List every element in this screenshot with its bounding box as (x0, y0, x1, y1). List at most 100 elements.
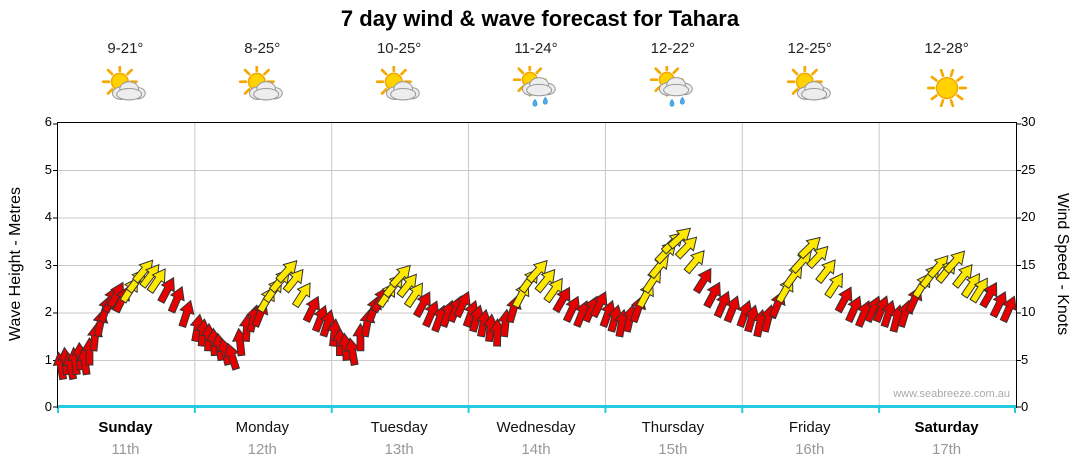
tick-label: 5 (1021, 351, 1029, 367)
wind-arrow-yellow (806, 245, 829, 270)
tick-label: 2 (44, 304, 52, 319)
tick-label: 25 (1021, 161, 1036, 177)
wind-arrow-red (489, 318, 506, 347)
tick-label: 20 (1021, 209, 1036, 224)
tick-label: 0 (44, 399, 52, 414)
wind-arrow-yellow (674, 236, 698, 260)
wind-arrow-yellow (926, 254, 949, 280)
wind-arrow-red (475, 308, 492, 338)
wind-arrow-red (178, 299, 195, 328)
day-name: Monday (235, 419, 289, 436)
tick-label: 5 (44, 161, 52, 177)
wind-arrow-red (723, 295, 741, 324)
wind-arrow-red (979, 281, 998, 309)
weather-icon-sunny (878, 66, 1015, 115)
day-date: 12th (247, 441, 277, 458)
weather-icon-showers (468, 62, 605, 115)
wind-arrow-red (319, 309, 336, 338)
plot-area: www.seabreeze.com.au (52, 122, 1021, 413)
wind-arrow-red (412, 291, 431, 319)
temperature-range: 12-28° (924, 40, 969, 57)
wind-arrow-red (599, 299, 616, 328)
day-name: Friday (788, 419, 831, 436)
tick-label: 0 (1021, 399, 1029, 414)
day-name: Saturday (914, 419, 979, 436)
day-date: 11th (111, 441, 140, 458)
day-name: Thursday (641, 419, 705, 436)
wind-arrow-yellow (396, 273, 417, 299)
tick-label: 30 (1021, 114, 1036, 129)
wind-arrow-yellow (146, 268, 166, 294)
temperature-range: 12-25° (787, 40, 832, 57)
wind-arrow-red (834, 286, 853, 314)
wind-arrow-red (311, 304, 329, 333)
wind-arrow-red (880, 299, 897, 328)
day-names-row: Sunday Monday Tuesday Wednesday Thursday Frid… (57, 419, 1015, 439)
wind-arrow-yellow (667, 227, 692, 250)
weather-icon-partly-cloudy (57, 63, 194, 115)
wind-arrow-yellow (543, 277, 563, 304)
wind-arrow-red (422, 300, 440, 328)
wind-arrow-red (344, 337, 361, 366)
day-name: Tuesday (370, 419, 428, 436)
wind-arrow-yellow (969, 277, 988, 304)
temperature-range: 8-25° (244, 40, 281, 57)
wind-arrow-red (989, 290, 1008, 319)
tick-label: 15 (1021, 256, 1036, 272)
wind-arrow-red (469, 304, 485, 333)
wind-arrow-red (607, 304, 623, 333)
day-dates-row: 11th 12th 13th 14th 15th 16th 17th (57, 441, 1015, 461)
wind-arrow-yellow (534, 268, 556, 294)
tick-label: 1 (44, 351, 52, 367)
wind-arrow-yellow (525, 259, 548, 284)
tick-label: 4 (44, 209, 52, 224)
wind-arrow-red (736, 299, 753, 328)
day-date: 13th (384, 441, 414, 458)
wind-arrow-red (106, 281, 125, 309)
wind-arrow-yellow (789, 250, 812, 275)
wind-arrow-yellow (960, 272, 981, 299)
wind-arrow-yellow (797, 236, 821, 260)
day-date: 15th (658, 441, 688, 458)
weather-icon-partly-cloudy (741, 63, 878, 115)
wind-arrow-red (223, 342, 240, 371)
wind-arrow-yellow (815, 259, 836, 285)
weather-icon-partly-cloudy (331, 63, 468, 115)
wind-arrow-yellow (388, 264, 411, 289)
left-axis-ticks: 0 1 2 3 4 5 6 (20, 115, 52, 414)
wind-arrow-red (302, 295, 321, 323)
wind-arrow-yellow (139, 263, 160, 289)
wind-arrow-yellow (282, 268, 304, 294)
watermark: www.seabreeze.com.au (893, 388, 1010, 400)
wind-arrow-yellow (291, 282, 311, 309)
wind-arrow-yellow (943, 250, 966, 275)
wind-arrow-red (845, 295, 863, 324)
temps-row: 9-21° 8-25° 10-25° 11-24° 12-22° 12-25° 12-28° (57, 40, 1015, 60)
wind-arrow-red (713, 290, 731, 319)
wind-arrow-red (744, 304, 760, 333)
temperature-range: 11-24° (514, 40, 558, 57)
wind-arrow-red (482, 313, 499, 343)
day-date: 16th (795, 441, 825, 458)
temperature-range: 9-21° (107, 40, 144, 57)
chart-title: 7 day wind & wave forecast for Tahara (340, 6, 740, 31)
right-axis-ticks: 0 5 10 15 20 25 30 (1021, 115, 1057, 414)
weather-icon-showers (604, 62, 741, 115)
wind-arrow-red (999, 295, 1017, 324)
day-date: 14th (521, 441, 551, 458)
wind-arrow-yellow (683, 250, 705, 275)
weather-icons-row (57, 62, 1015, 115)
tick-label: 6 (44, 114, 52, 129)
wind-arrow-red (157, 276, 175, 304)
wind-arrow-red (552, 286, 571, 314)
tick-label: 10 (1021, 304, 1036, 319)
weather-icon-partly-cloudy (194, 63, 331, 115)
wind-arrow-red (167, 285, 185, 314)
wind-arrow-yellow (275, 260, 298, 284)
wind-arrow-red (703, 281, 721, 309)
day-name: Sunday (98, 419, 153, 436)
tick-label: 3 (44, 256, 52, 272)
day-date: 17th (931, 441, 962, 458)
wind-arrow-red (590, 290, 608, 319)
